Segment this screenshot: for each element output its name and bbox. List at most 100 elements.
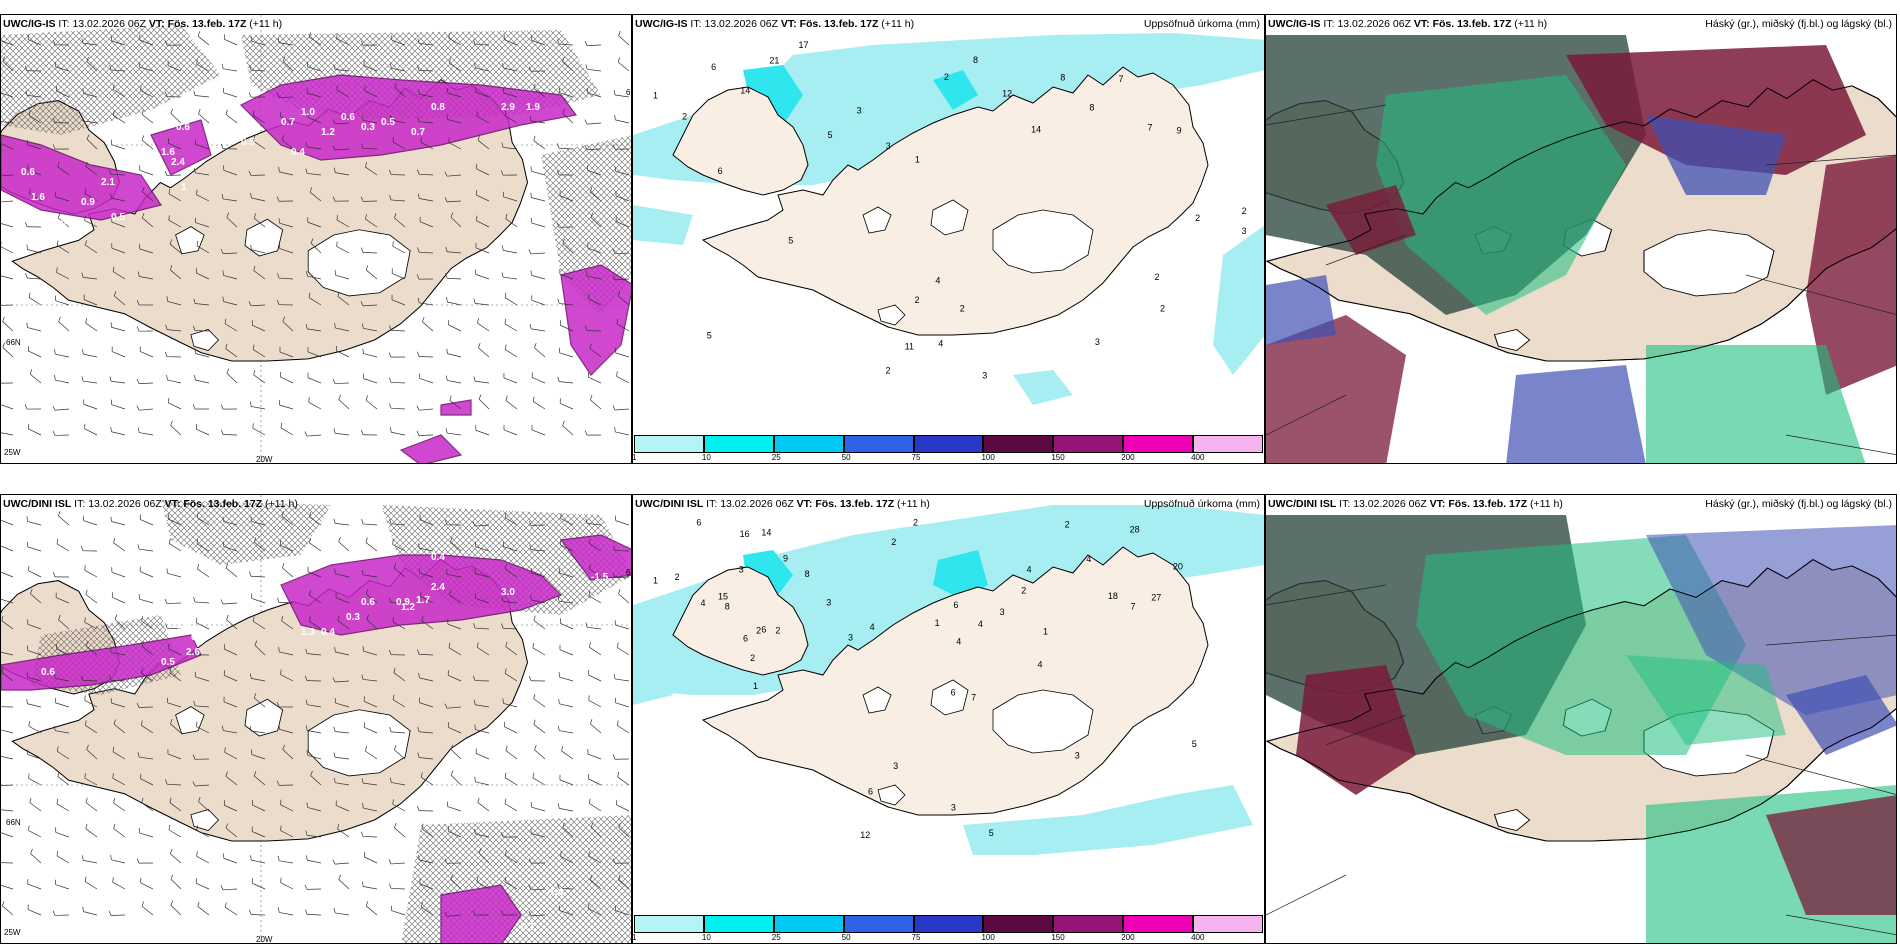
wind-barb-tick xyxy=(28,188,31,194)
wind-barb-tick xyxy=(476,642,479,648)
wind-barb xyxy=(559,649,574,656)
wind-barb xyxy=(111,351,126,358)
wind-barb-tick xyxy=(473,699,476,705)
wind-barb-tick xyxy=(221,194,224,200)
wind-barb xyxy=(166,174,182,176)
wind-barb xyxy=(366,619,378,630)
wind-barb xyxy=(309,516,322,526)
wind-barb-tick xyxy=(220,143,224,149)
wind-barb xyxy=(28,428,42,436)
wind-value-label: 2.4 xyxy=(431,582,445,593)
wind-barb-tick xyxy=(614,426,616,432)
wind-barb xyxy=(392,621,406,630)
wind-barb-tick xyxy=(388,859,392,865)
colorbar-swatch xyxy=(773,435,844,453)
wind-barb xyxy=(559,808,574,812)
wind-barb xyxy=(83,42,98,46)
wind-barb-tick xyxy=(446,114,448,120)
wind-barb-tick xyxy=(504,668,507,674)
wind-barb xyxy=(28,570,42,578)
wind-barb xyxy=(1,200,14,203)
wind-barb-tick xyxy=(113,823,116,829)
wind-barb-tick xyxy=(24,221,28,227)
wind-barb xyxy=(84,570,98,578)
wind-barb xyxy=(167,300,182,306)
wind-barb-tick xyxy=(140,85,142,91)
wind-barb-tick xyxy=(305,323,308,329)
graticule-line xyxy=(1785,434,1896,455)
precip-value-label: 3 xyxy=(893,761,898,771)
wind-value-label: 2.4 xyxy=(171,157,185,168)
wind-barb xyxy=(475,781,490,786)
wind-barb xyxy=(477,647,490,656)
wind-barb xyxy=(195,172,210,176)
wind-barb-tick xyxy=(2,56,6,62)
wind-barb xyxy=(559,43,574,46)
wind-barb xyxy=(615,94,630,98)
wind-barb xyxy=(1,174,14,177)
wind-barb xyxy=(419,302,434,306)
wind-barb-tick xyxy=(362,115,364,121)
wind-barb xyxy=(559,600,574,604)
wind-barb xyxy=(419,677,434,682)
wind-barb xyxy=(365,750,378,760)
glacier-outline xyxy=(1493,329,1531,351)
wind-barb xyxy=(85,828,98,838)
precip-value-label: 2 xyxy=(913,517,918,527)
wind-barb xyxy=(448,675,462,682)
wind-barb-tick xyxy=(338,394,341,400)
wind-value-label: 1.9 xyxy=(526,102,540,113)
wind-value-label: 0.6 xyxy=(176,122,190,133)
wind-barb xyxy=(531,549,546,552)
wind-barb xyxy=(531,429,546,436)
wind-barb-tick xyxy=(166,568,168,574)
colorbar-tick-label: 100 xyxy=(981,933,995,942)
wind-barb xyxy=(226,217,238,228)
wind-barb-tick xyxy=(590,719,593,725)
wind-barb xyxy=(450,749,462,760)
wind-barb xyxy=(587,148,602,151)
wind-barb xyxy=(419,173,434,176)
precip-value-label: 1 xyxy=(915,154,920,164)
wind-barb xyxy=(391,731,406,734)
wind-barb xyxy=(618,879,630,890)
wind-barb-tick xyxy=(86,134,90,140)
wind-barb xyxy=(307,754,322,760)
axis-label-25w: 25W xyxy=(4,928,21,937)
wind-barb xyxy=(391,782,406,786)
wind-barb xyxy=(309,542,322,552)
wind-barb xyxy=(559,887,574,890)
wind-barb xyxy=(504,803,518,812)
wind-barb xyxy=(57,776,70,786)
precip-band xyxy=(440,399,472,416)
wind-barb-tick xyxy=(196,851,198,857)
wind-barb xyxy=(420,596,434,604)
wind-barb-tick xyxy=(56,538,59,544)
cloud-layer-area xyxy=(1376,75,1626,315)
wind-barb xyxy=(447,380,462,384)
wind-barb xyxy=(418,356,434,358)
precip-value-label: 2 xyxy=(960,303,965,313)
wind-barb xyxy=(82,680,98,682)
wind-barb xyxy=(533,698,546,708)
wind-barb-tick xyxy=(530,594,532,600)
wind-barb-tick xyxy=(449,58,451,64)
wind-barb xyxy=(418,69,434,72)
panel-title: Háský (gr.), miðský (fj.bl.) og lágský (… xyxy=(1705,498,1892,510)
wind-barb xyxy=(111,40,126,46)
wind-barb-tick xyxy=(530,828,532,834)
wind-barb-tick xyxy=(530,192,532,198)
wind-barb-tick xyxy=(474,568,476,574)
wind-barb xyxy=(335,597,350,604)
glacier-outline xyxy=(992,689,1094,754)
wind-barb xyxy=(337,296,350,306)
wind-barb-tick xyxy=(362,803,364,809)
wind-barb xyxy=(56,803,70,812)
wind-barb xyxy=(1,571,14,578)
wind-barb-tick xyxy=(26,516,28,522)
wind-barb xyxy=(447,251,462,254)
wind-barb-tick xyxy=(504,772,507,778)
wind-barb-tick xyxy=(474,724,476,730)
wind-barb xyxy=(139,571,154,578)
wind-map: 0.62.11.6 0.90.52.41.610.50.60.51.1 0.71.0… xyxy=(1,15,631,463)
